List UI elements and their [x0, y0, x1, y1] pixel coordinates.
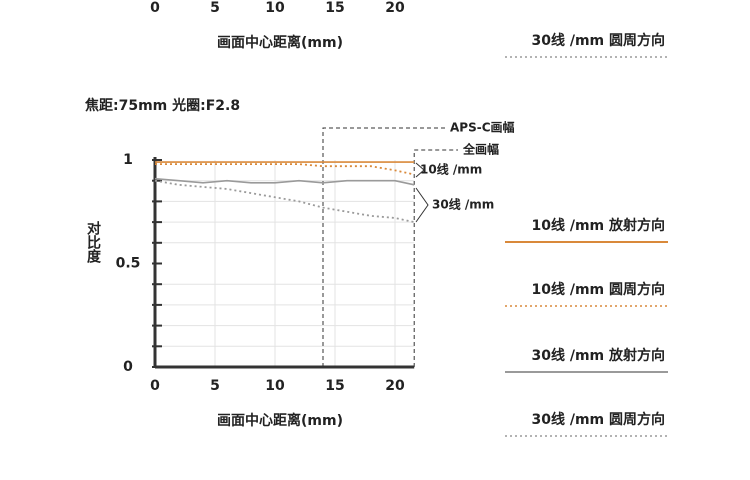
x-tick-label: 5	[210, 0, 220, 16]
frame-boundary	[322, 127, 445, 367]
x-tick-label: 15	[325, 378, 344, 394]
x-tick-label: 5	[210, 378, 220, 394]
brace	[415, 162, 425, 178]
y-tick-label: 0	[123, 359, 133, 375]
x-tick-label: 20	[385, 378, 405, 394]
annotation: 全画幅	[462, 142, 499, 157]
y-tick-label: 0.5	[116, 256, 141, 272]
brace	[415, 187, 429, 223]
legend-label: 30线 /mm 圆周方向	[531, 32, 665, 49]
curve-label: 30线 /mm	[432, 197, 494, 212]
x-tick-label: 0	[150, 378, 160, 394]
y-axis-label: 对比度	[85, 220, 101, 264]
x-axis-label: 画面中心距离(mm)	[217, 34, 343, 51]
chart-title: 焦距:75mm 光圈:F2.8	[84, 97, 240, 114]
annotation: APS-C画幅	[450, 120, 515, 135]
x-tick-label: 10	[265, 378, 285, 394]
series-line	[155, 163, 415, 176]
legend-label: 10线 /mm 圆周方向	[531, 281, 665, 298]
x-tick-label: 20	[385, 0, 405, 16]
legend-label: 30线 /mm 圆周方向	[531, 411, 665, 428]
x-tick-label: 15	[325, 0, 344, 16]
x-axis-label: 画面中心距离(mm)	[217, 412, 343, 429]
curve-label: 10线 /mm	[420, 162, 482, 177]
legend-label: 30线 /mm 放射方向	[531, 347, 665, 364]
y-tick-label: 1	[123, 152, 133, 168]
frame-boundary	[413, 149, 458, 367]
legend-label: 10线 /mm 放射方向	[531, 217, 665, 234]
series-line	[154, 177, 415, 186]
x-tick-label: 0	[150, 0, 160, 16]
x-tick-label: 10	[265, 0, 285, 16]
